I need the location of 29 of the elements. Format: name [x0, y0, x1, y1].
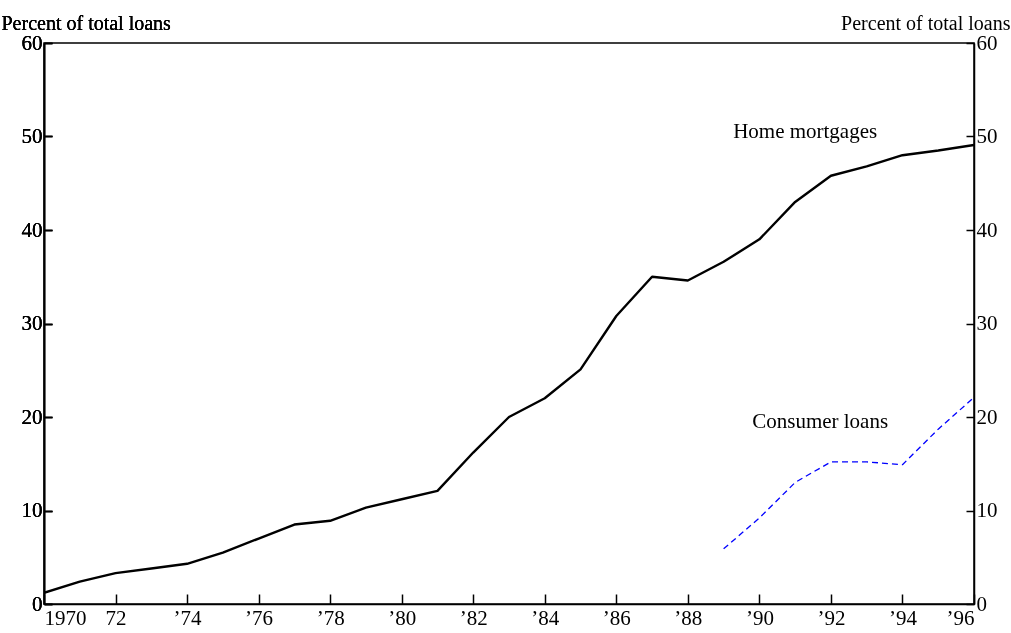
y-tick-label: 0	[32, 591, 43, 616]
y2-tick-label: 30	[976, 311, 998, 335]
y2-tick-label: 20	[976, 404, 998, 429]
x-tick-label: ’92	[817, 605, 846, 630]
x-tick-label: ’90	[745, 605, 774, 630]
y2-tick-label: 40	[976, 217, 998, 242]
line-series	[722, 396, 974, 550]
x-tick-label: 72	[105, 605, 127, 630]
x-tick-label: ’74	[173, 605, 203, 630]
series-label: Home mortgages	[733, 118, 878, 143]
y2-tick-label: 50	[976, 124, 998, 148]
x-tick-label: ’78	[316, 605, 345, 630]
x-tick-label: 1970	[44, 605, 87, 630]
x-tick-label: ’84	[531, 605, 560, 630]
y-tick-label: 10	[21, 498, 43, 522]
y2-tick-label: 10	[976, 498, 998, 522]
y-tick-label: 40	[21, 217, 43, 242]
series-label: Consumer loans	[752, 409, 889, 434]
x-tick-label: ’96	[946, 605, 975, 630]
y-tick-label: 20	[21, 404, 43, 429]
x-tick-label: ’80	[388, 605, 417, 630]
y-tick-label: 50	[21, 124, 43, 148]
x-tick-label: ’94	[888, 605, 918, 630]
x-tick-label: ’86	[602, 605, 631, 630]
x-tick-label: ’76	[245, 605, 274, 630]
y-tick-label: 30	[21, 311, 43, 335]
y2-tick-label: 0	[976, 591, 987, 616]
x-tick-label: ’88	[674, 605, 703, 630]
x-tick-label: ’82	[459, 605, 488, 630]
